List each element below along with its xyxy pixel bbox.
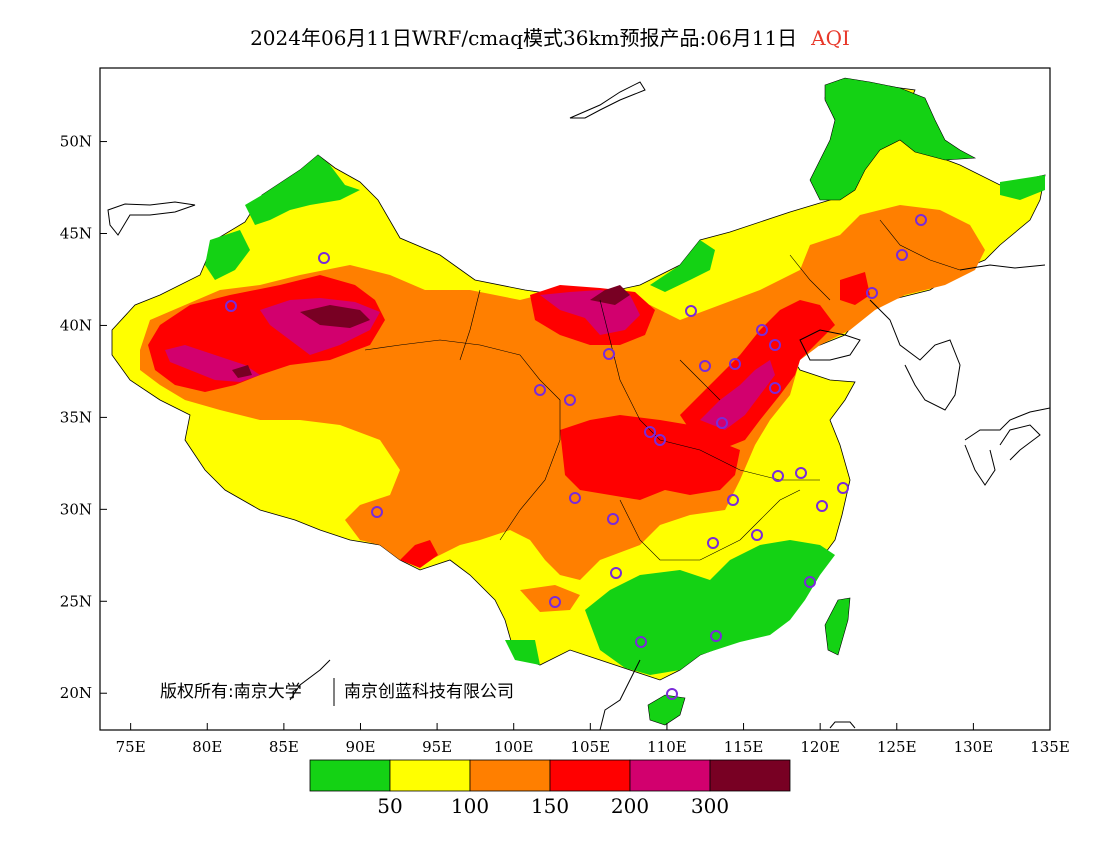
green-taiwan <box>824 597 851 656</box>
station-marker <box>666 688 678 700</box>
station-marker <box>564 394 576 406</box>
x-tick-label: 95E <box>422 738 452 756</box>
x-tick-label: 130E <box>954 738 994 756</box>
station-marker <box>769 382 781 394</box>
legend-label: 200 <box>611 794 649 818</box>
station-marker <box>707 537 719 549</box>
map-title-main: 2024年06月11日WRF/cmaq模式36km预报产品:06月11日 <box>250 26 798 50</box>
x-tick-label: 120E <box>800 738 840 756</box>
x-tick-label: 125E <box>877 738 917 756</box>
red-tibet <box>400 540 438 568</box>
magenta-north-china <box>700 360 775 430</box>
station-marker <box>569 492 581 504</box>
station-marker <box>756 324 768 336</box>
station-marker <box>371 506 383 518</box>
green-northwest <box>245 155 360 225</box>
green-east-strip <box>1000 175 1045 200</box>
station-marker <box>654 434 666 446</box>
x-axis: 75E 80E 85E 90E 95E 100E 105E 110E 115E 120E 125E 1… <box>116 723 1070 756</box>
x-tick-label: 135E <box>1030 738 1070 756</box>
station-marker <box>804 576 816 588</box>
x-tick-label: 115E <box>724 738 764 756</box>
y-tick-label: 35N <box>60 408 92 426</box>
legend-label: 300 <box>691 794 729 818</box>
station-marker <box>729 358 741 370</box>
station-marker <box>225 300 237 312</box>
station-marker <box>915 214 927 226</box>
map-area: 版权所有:南京大学 南京创蓝科技有限公司 <box>107 77 1050 730</box>
map-title-product: AQI <box>811 26 850 50</box>
x-tick-label: 105E <box>571 738 611 756</box>
station-marker <box>549 596 561 608</box>
station-marker <box>837 482 849 494</box>
x-tick-label: 110E <box>647 738 687 756</box>
station-markers <box>225 214 927 700</box>
legend-swatch <box>709 759 791 792</box>
station-marker <box>795 467 807 479</box>
station-marker <box>635 636 647 648</box>
y-tick-label: 30N <box>60 500 92 518</box>
station-marker <box>772 470 784 482</box>
station-marker <box>769 339 781 351</box>
legend-swatch <box>629 759 711 792</box>
station-marker <box>607 513 619 525</box>
station-marker <box>534 384 546 396</box>
legend-swatch <box>389 759 471 792</box>
green-hainan <box>647 694 686 726</box>
red-liaoning <box>840 272 870 305</box>
station-marker <box>727 494 739 506</box>
color-legend: 50 100 150 200 300 <box>309 759 791 818</box>
maroon-xinjiang <box>300 305 370 328</box>
y-tick-label: 25N <box>60 592 92 610</box>
station-marker <box>644 426 656 438</box>
legend-label: 150 <box>531 794 569 818</box>
station-marker <box>710 630 722 642</box>
copyright: 版权所有:南京大学 南京创蓝科技有限公司 <box>160 678 514 706</box>
red-sichuan <box>560 415 740 500</box>
station-marker <box>751 529 763 541</box>
green-southwest-tip <box>505 640 540 665</box>
station-marker <box>716 417 728 429</box>
x-tick-label: 100E <box>494 738 534 756</box>
legend-swatch <box>469 759 551 792</box>
copyright-left: 版权所有:南京大学 <box>160 682 302 702</box>
station-marker <box>699 360 711 372</box>
y-tick-label: 50N <box>60 133 92 151</box>
maroon-xinjiang-west <box>232 365 252 378</box>
station-marker <box>318 252 330 264</box>
orange-southwest <box>520 585 580 612</box>
x-tick-label: 75E <box>116 738 146 756</box>
station-marker <box>866 287 878 299</box>
y-axis: 20N 25N 30N 35N 40N 45N 50N <box>60 133 107 702</box>
station-marker <box>896 249 908 261</box>
province-boundaries <box>364 219 961 561</box>
copyright-right: 南京创蓝科技有限公司 <box>344 682 514 702</box>
x-tick-label: 80E <box>192 738 222 756</box>
y-tick-label: 20N <box>60 684 92 702</box>
green-south <box>585 540 835 675</box>
legend-label: 100 <box>451 794 489 818</box>
station-marker <box>816 500 828 512</box>
x-tick-label: 85E <box>269 738 299 756</box>
green-inner-mongolia <box>650 240 715 292</box>
station-marker <box>610 567 622 579</box>
y-tick-label: 40N <box>60 316 92 334</box>
station-marker <box>685 305 697 317</box>
green-northeast <box>809 77 977 201</box>
legend-label: 50 <box>377 794 402 818</box>
coastlines <box>107 81 1050 730</box>
map-title: 2024年06月11日WRF/cmaq模式36km预报产品:06月11日 AQI <box>0 22 1100 51</box>
legend-swatch <box>549 759 631 792</box>
legend-swatch <box>309 759 391 792</box>
map-frame <box>99 67 1051 731</box>
green-west <box>205 230 250 280</box>
y-tick-label: 45N <box>60 225 92 243</box>
station-marker <box>603 348 615 360</box>
x-tick-label: 90E <box>345 738 375 756</box>
